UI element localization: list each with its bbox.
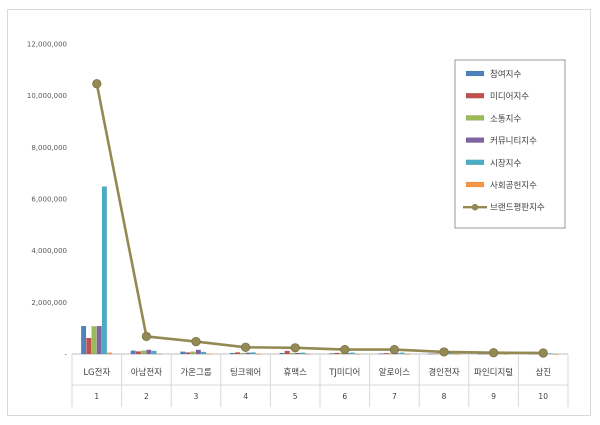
x-tick-label: 경인전자 [428,367,459,378]
bar-2 [185,352,191,355]
bar-6 [107,352,113,355]
bar-6 [156,353,162,355]
x-rank-label: 3 [194,392,199,401]
legend-swatch [465,93,485,99]
brand-reputation-point [290,343,300,353]
bar-3 [190,351,196,355]
brand-reputation-point [489,348,499,358]
bar-1 [428,353,434,355]
x-rank-label: 4 [243,392,248,401]
y-tick-label: 10,000,000 [27,92,67,100]
legend-swatch [465,181,485,188]
bar-2 [433,353,439,355]
x-tick-label: 알로이스 [379,367,410,378]
bar-5 [250,352,256,355]
x-rank-label: 9 [491,392,496,401]
bar-2 [334,352,340,355]
bar-1 [81,325,87,355]
bar-1 [329,353,335,355]
chart-frame: - 2,000,000 4,000,000 6,000,000 8,000,000 10,… [7,9,591,416]
legend-swatch-marker [471,203,479,211]
bar-6 [355,353,361,355]
x-rank-label: 1 [94,392,99,401]
bar-4 [245,352,251,355]
legend-label: 시장지수 [490,158,521,169]
bar-5 [101,186,107,355]
y-tick-label: 12,000,000 [27,41,67,49]
legend-swatch [465,115,485,121]
legend-swatch [465,70,485,77]
bar-5 [349,352,355,355]
bar-6 [305,353,311,355]
x-tick-label: 휴맥스 [283,367,307,378]
bar-5 [151,350,157,355]
bar-3 [240,352,246,355]
x-rank-label: 6 [342,392,347,401]
bar-1 [180,351,186,355]
brand-reputation-point [191,337,201,347]
x-rank-label: 7 [392,392,397,401]
x-tick-label: TJ미디어 [328,367,360,378]
legend-box [454,59,566,229]
bar-5 [548,353,554,355]
y-tick-label: 2,000,000 [31,299,67,307]
bar-2 [235,352,241,355]
legend-swatch [465,159,485,165]
bar-3 [91,326,97,355]
legend-label: 사회공헌지수 [490,181,537,191]
brand-reputation-point [241,342,251,352]
bar-6 [404,353,410,355]
legend-swatch [465,137,485,143]
legend-label: 소통지수 [490,114,521,124]
y-tick-label: 6,000,000 [31,196,67,204]
bar-1 [130,350,136,355]
bar-1 [279,352,285,355]
bar-4 [195,349,201,355]
legend-label: 참여지수 [490,69,521,80]
bar-6 [255,353,261,355]
x-tick-label: 팅크웨어 [230,367,261,378]
bar-4 [146,349,152,355]
x-rank-label: 2 [144,392,149,401]
y-tick-label: 4,000,000 [31,247,67,255]
bar-1 [477,353,483,355]
brand-reputation-point [389,345,400,355]
brand-reputation-point [141,331,151,342]
x-rank-label: 5 [293,392,298,401]
x-rank-label: 8 [442,392,447,401]
bar-5 [399,352,405,355]
bar-1 [378,353,384,355]
brand-reputation-point [340,345,350,355]
x-tick-label: 삼진 [535,367,551,378]
brand-reputation-chart: - 2,000,000 4,000,000 6,000,000 8,000,000 10,… [27,41,569,407]
y-tick-label: - [64,351,67,359]
bar-2 [135,351,141,355]
bar-6 [206,353,212,355]
brand-reputation-line [95,83,544,355]
y-tick-label: 8,000,000 [31,144,67,152]
bar-4 [295,352,301,355]
legend-label: 미디어지수 [490,91,529,102]
bar-6 [553,353,559,355]
legend-label: 브랜드평판지수 [490,202,545,213]
bar-3 [141,350,147,355]
bar-2 [383,353,389,355]
legend-label: 커뮤니티지수 [490,136,537,147]
brand-reputation-point [439,347,449,357]
bar-3 [289,352,295,355]
bar-5 [201,351,207,355]
brand-reputation-point [92,79,102,89]
bar-2 [86,337,92,355]
bar-5 [300,352,306,355]
bar-4 [96,325,102,355]
x-tick-label: 파인디지털 [474,367,513,378]
bar-2 [284,350,290,355]
bar-1 [229,352,235,355]
x-tick-label: 가온그룹 [180,368,211,378]
brand-reputation-point [538,348,548,358]
bar-6 [454,353,460,355]
x-rank-label: 10 [538,392,548,401]
x-tick-label: LG전자 [83,367,110,378]
x-tick-label: 아남전자 [131,367,162,378]
